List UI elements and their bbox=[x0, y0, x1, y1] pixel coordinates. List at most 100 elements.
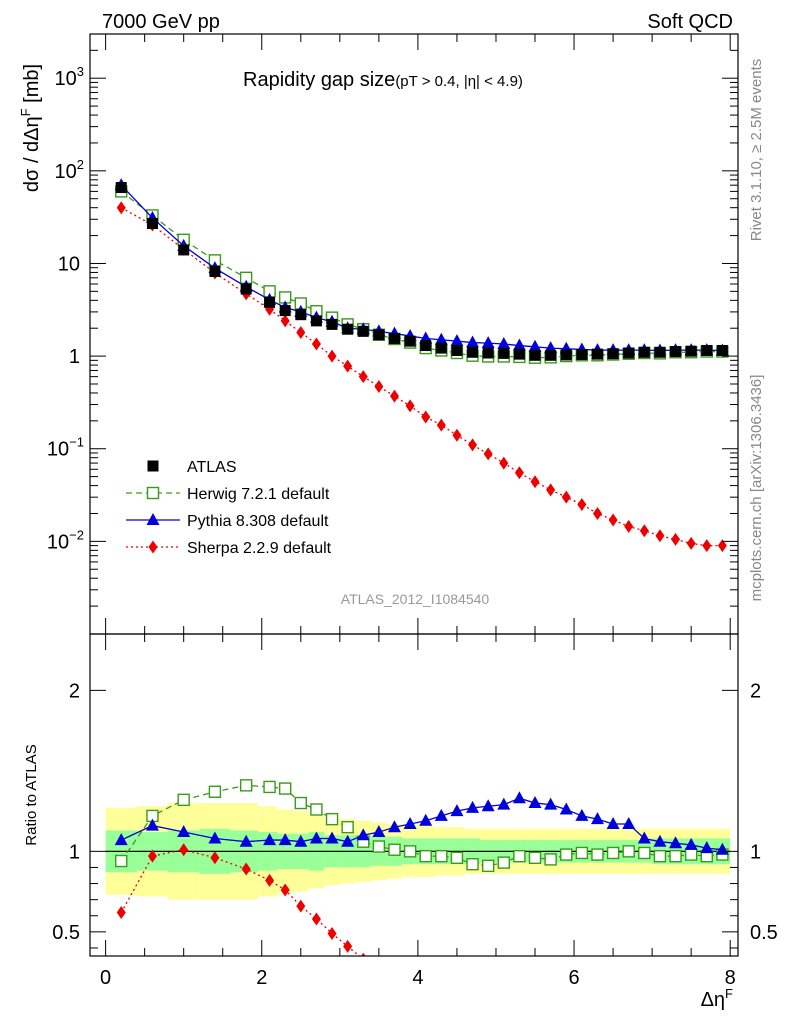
ratio-data-point bbox=[637, 831, 651, 844]
y-tick-label: 102 bbox=[55, 157, 84, 183]
y-label-superscript: F bbox=[18, 108, 33, 116]
x-tick-label: 4 bbox=[412, 967, 423, 989]
data-point bbox=[607, 348, 619, 360]
ratio-data-point bbox=[512, 791, 526, 804]
ratio-data-point bbox=[280, 883, 290, 897]
data-point bbox=[701, 344, 713, 356]
data-point bbox=[483, 447, 493, 461]
ratio-data-point bbox=[278, 833, 292, 846]
ratio-data-point bbox=[311, 912, 321, 926]
y-label-part-2: [mb] bbox=[21, 64, 43, 108]
data-point bbox=[592, 506, 602, 520]
ratio-data-point bbox=[419, 849, 432, 863]
ratio-data-point bbox=[590, 812, 604, 825]
data-point bbox=[561, 490, 571, 504]
ratio-data-point bbox=[575, 846, 589, 860]
data-point bbox=[435, 342, 447, 354]
data-point bbox=[655, 529, 665, 543]
ratio-x-ticks: 0 2 4 6 8 bbox=[100, 634, 736, 989]
header-left: 7000 GeV pp bbox=[102, 11, 220, 33]
data-point bbox=[358, 370, 368, 384]
legend-entry: Herwig 7.2.1 default bbox=[126, 486, 330, 503]
main-title-suffix: (pT > 0.4, |η| < 4.9) bbox=[395, 73, 523, 90]
ratio-data-point bbox=[296, 899, 306, 913]
ratio-data-point bbox=[528, 851, 542, 864]
data-point bbox=[608, 513, 618, 527]
series-pythia bbox=[114, 178, 729, 356]
ratio-y-tick-label: 1 bbox=[69, 841, 80, 863]
data-point bbox=[178, 244, 190, 256]
ratio-data-point bbox=[115, 854, 128, 868]
data-point bbox=[546, 483, 556, 497]
ratio-data-point bbox=[466, 858, 479, 871]
main-y-axis-label: dσ / dΔηF [mb] bbox=[18, 64, 43, 192]
y-tick-label-base: 1 bbox=[69, 346, 80, 368]
ratio-data-point bbox=[177, 825, 191, 838]
data-point bbox=[468, 438, 478, 452]
ratio-data-point bbox=[560, 848, 573, 861]
legend-label: Sherpa 2.2.9 default bbox=[187, 540, 332, 557]
ratio-data-point bbox=[403, 816, 417, 829]
y-tick-label: 1 bbox=[69, 346, 80, 368]
y-tick-label: 10 bbox=[58, 253, 80, 275]
ratio-data-point bbox=[239, 834, 253, 847]
ratio-data-point bbox=[575, 808, 589, 821]
mcplots-label: mcplots.cern.ch [arXiv:1306.3436] bbox=[748, 375, 765, 602]
y-label-part-1: dσ / dΔη bbox=[21, 116, 43, 192]
data-point bbox=[717, 539, 727, 553]
ratio-data-point bbox=[116, 906, 126, 920]
legend-entry: Pythia 8.308 default bbox=[126, 513, 329, 530]
ratio-data-point bbox=[239, 779, 253, 792]
series-herwig bbox=[115, 185, 729, 364]
ratio-data-point bbox=[669, 836, 683, 849]
data-point bbox=[624, 519, 634, 533]
data-point bbox=[116, 201, 126, 215]
data-point bbox=[280, 314, 290, 328]
data-point bbox=[466, 335, 480, 348]
ratio-y-tick-label-right: 1 bbox=[750, 841, 761, 863]
data-point bbox=[326, 318, 338, 330]
y-tick-label: 10−2 bbox=[47, 527, 84, 553]
data-point bbox=[279, 305, 291, 317]
data-point bbox=[638, 346, 650, 358]
data-point bbox=[528, 339, 542, 352]
ratio-y-tick-label: 0.5 bbox=[52, 922, 80, 944]
ratio-data-point bbox=[341, 821, 354, 834]
header-right: Soft QCD bbox=[647, 11, 733, 33]
data-point bbox=[421, 410, 431, 424]
data-point bbox=[115, 182, 127, 194]
data-point bbox=[389, 389, 399, 403]
y-tick-label: 10−1 bbox=[47, 435, 84, 461]
x-label-superscript: F bbox=[725, 986, 733, 1001]
ratio-data-point bbox=[622, 845, 635, 858]
ratio-y-tick-label-right: 0.5 bbox=[750, 922, 778, 944]
data-point bbox=[639, 524, 649, 538]
ratio-data-point bbox=[294, 796, 307, 810]
data-point bbox=[264, 296, 276, 308]
data-point bbox=[146, 218, 158, 230]
ratio-data-point bbox=[606, 846, 620, 860]
ratio-y-tick-label-right: 2 bbox=[750, 680, 761, 702]
data-point bbox=[388, 332, 400, 344]
legend-entry: ATLAS bbox=[147, 459, 237, 476]
ratio-data-point bbox=[403, 845, 417, 858]
data-point bbox=[434, 332, 448, 345]
ratio-data-point bbox=[360, 952, 366, 956]
rivet-version-label: Rivet 3.1.10, ≥ 2.5M events bbox=[748, 59, 765, 242]
ratio-data-point bbox=[388, 843, 401, 856]
ratio-data-point bbox=[263, 780, 276, 794]
ratio-data-point bbox=[638, 846, 651, 860]
legend-marker bbox=[147, 460, 159, 472]
ratio-data-point bbox=[327, 926, 337, 940]
ratio-data-point bbox=[513, 849, 526, 863]
data-point bbox=[420, 340, 432, 352]
y-tick-label-exp: 3 bbox=[77, 64, 84, 79]
data-point bbox=[452, 428, 462, 442]
data-point bbox=[576, 349, 588, 361]
data-point bbox=[577, 498, 587, 512]
ratio-data-point bbox=[372, 825, 386, 838]
x-label-main: Δη bbox=[701, 989, 725, 1011]
ratio-data-point bbox=[497, 856, 510, 869]
ratio-data-point bbox=[559, 802, 573, 815]
